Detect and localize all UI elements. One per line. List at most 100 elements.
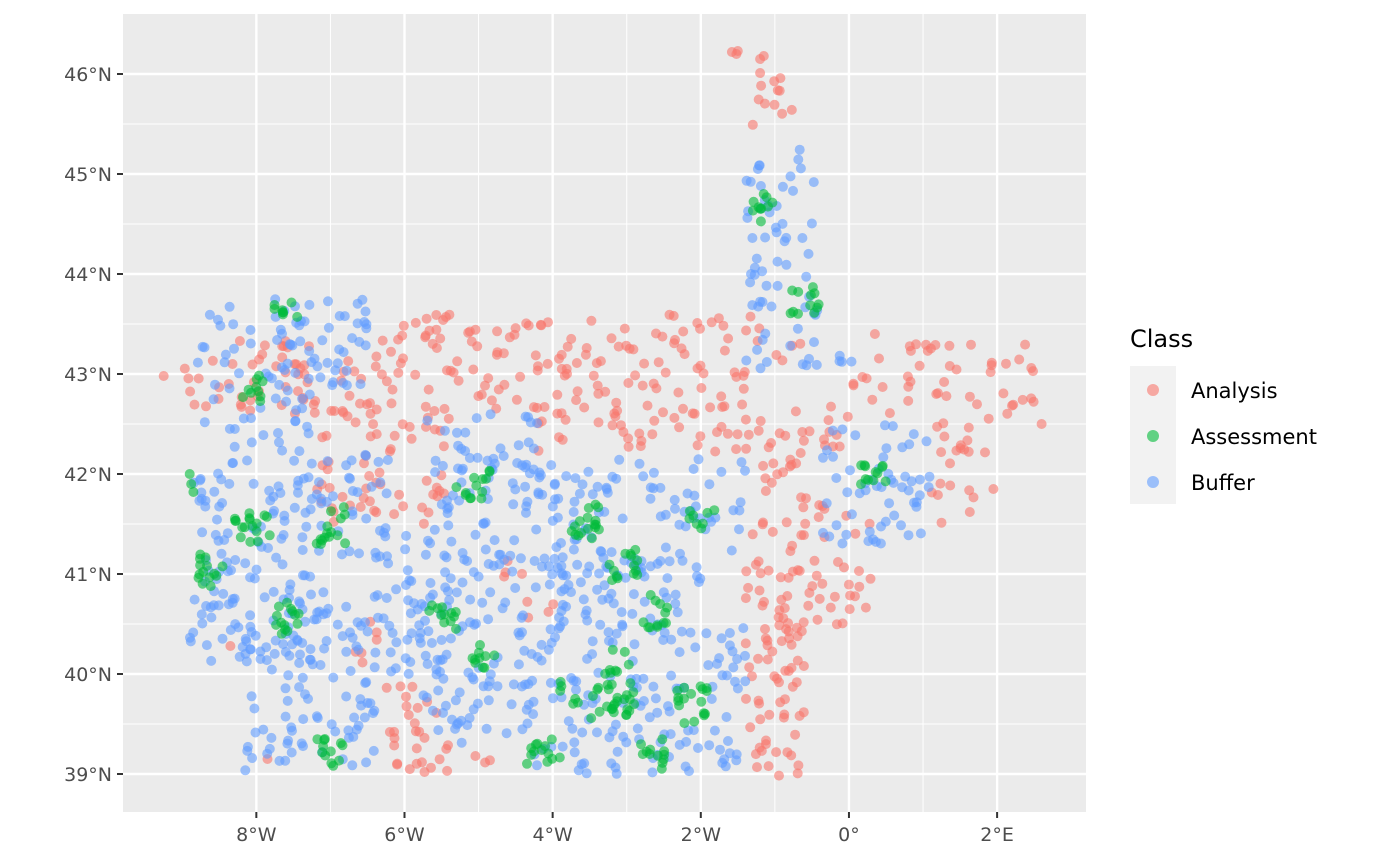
point-assessment bbox=[460, 488, 471, 498]
point-assessment bbox=[586, 713, 597, 724]
point-analysis bbox=[381, 376, 392, 387]
point-analysis bbox=[738, 383, 749, 394]
point-assessment bbox=[657, 734, 668, 745]
point-buffer bbox=[362, 626, 373, 637]
point-analysis bbox=[877, 382, 888, 392]
point-buffer bbox=[513, 659, 524, 670]
point-buffer bbox=[440, 700, 451, 711]
point-analysis bbox=[358, 493, 369, 503]
point-buffer bbox=[220, 349, 231, 360]
point-buffer bbox=[328, 672, 339, 683]
point-buffer bbox=[215, 320, 226, 331]
point-buffer bbox=[655, 556, 666, 566]
point-analysis bbox=[779, 709, 790, 720]
point-buffer bbox=[306, 458, 317, 469]
point-buffer bbox=[896, 520, 906, 531]
point-buffer bbox=[462, 720, 473, 731]
point-buffer bbox=[881, 443, 892, 454]
point-analysis bbox=[777, 108, 788, 119]
point-buffer bbox=[274, 379, 285, 390]
point-buffer bbox=[880, 516, 891, 527]
point-assessment bbox=[622, 704, 633, 715]
point-buffer bbox=[234, 368, 244, 379]
point-assessment bbox=[626, 550, 637, 561]
point-analysis bbox=[752, 762, 762, 773]
point-buffer bbox=[278, 639, 289, 650]
point-buffer bbox=[189, 594, 200, 605]
point-assessment bbox=[186, 479, 197, 489]
point-assessment bbox=[696, 523, 707, 534]
point-buffer bbox=[608, 598, 619, 609]
point-buffer bbox=[468, 674, 479, 685]
point-buffer bbox=[298, 714, 309, 725]
point-analysis bbox=[732, 46, 743, 56]
point-analysis bbox=[801, 493, 811, 504]
point-buffer bbox=[445, 573, 456, 584]
point-assessment bbox=[636, 739, 646, 750]
point-analysis bbox=[794, 710, 805, 721]
point-analysis bbox=[371, 634, 382, 645]
point-analysis bbox=[758, 460, 769, 471]
point-analysis bbox=[739, 367, 750, 377]
legend-label-analysis: Analysis bbox=[1191, 379, 1278, 403]
point-analysis bbox=[499, 571, 510, 582]
point-analysis bbox=[423, 384, 434, 395]
point-analysis bbox=[397, 419, 408, 430]
point-assessment bbox=[574, 516, 585, 527]
point-assessment bbox=[748, 196, 759, 207]
point-buffer bbox=[360, 617, 370, 628]
point-analysis bbox=[986, 360, 997, 371]
point-analysis bbox=[613, 341, 624, 352]
point-buffer bbox=[681, 736, 692, 747]
point-analysis bbox=[747, 119, 758, 130]
point-buffer bbox=[347, 486, 358, 496]
point-assessment bbox=[469, 472, 480, 483]
point-analysis bbox=[571, 395, 582, 406]
point-buffer bbox=[734, 505, 745, 516]
point-buffer bbox=[315, 660, 326, 670]
point-buffer bbox=[479, 518, 489, 529]
point-buffer bbox=[672, 607, 683, 618]
point-buffer bbox=[664, 556, 675, 567]
point-buffer bbox=[732, 683, 743, 694]
point-buffer bbox=[361, 757, 372, 768]
point-analysis bbox=[619, 323, 630, 334]
point-analysis bbox=[669, 412, 680, 423]
point-buffer bbox=[728, 662, 739, 673]
point-buffer bbox=[304, 346, 315, 356]
point-buffer bbox=[347, 509, 358, 520]
point-buffer bbox=[425, 538, 436, 549]
point-buffer bbox=[715, 744, 725, 755]
point-analysis bbox=[779, 603, 790, 614]
point-buffer bbox=[558, 616, 569, 627]
point-buffer bbox=[712, 658, 722, 669]
point-buffer bbox=[569, 737, 580, 748]
point-buffer bbox=[545, 677, 556, 688]
point-buffer bbox=[237, 642, 248, 652]
point-buffer bbox=[515, 553, 526, 564]
point-buffer bbox=[344, 472, 354, 483]
point-analysis bbox=[755, 714, 766, 725]
point-buffer bbox=[597, 594, 608, 605]
point-buffer bbox=[205, 602, 216, 613]
point-buffer bbox=[545, 624, 556, 635]
point-assessment bbox=[576, 528, 587, 538]
point-analysis bbox=[904, 341, 915, 352]
point-analysis bbox=[759, 596, 769, 607]
point-analysis bbox=[769, 99, 780, 110]
x-tick-label: 4°W bbox=[532, 824, 573, 846]
point-analysis bbox=[798, 435, 809, 446]
point-analysis bbox=[374, 467, 385, 478]
point-buffer bbox=[845, 465, 855, 476]
point-assessment bbox=[326, 758, 337, 769]
point-analysis bbox=[1001, 358, 1011, 369]
point-analysis bbox=[811, 570, 822, 581]
point-analysis bbox=[860, 602, 871, 613]
point-buffer bbox=[688, 464, 699, 474]
point-buffer bbox=[682, 488, 693, 499]
point-buffer bbox=[278, 530, 289, 540]
point-buffer bbox=[206, 612, 217, 623]
point-buffer bbox=[208, 394, 219, 405]
point-buffer bbox=[233, 622, 244, 633]
point-buffer bbox=[575, 577, 586, 588]
